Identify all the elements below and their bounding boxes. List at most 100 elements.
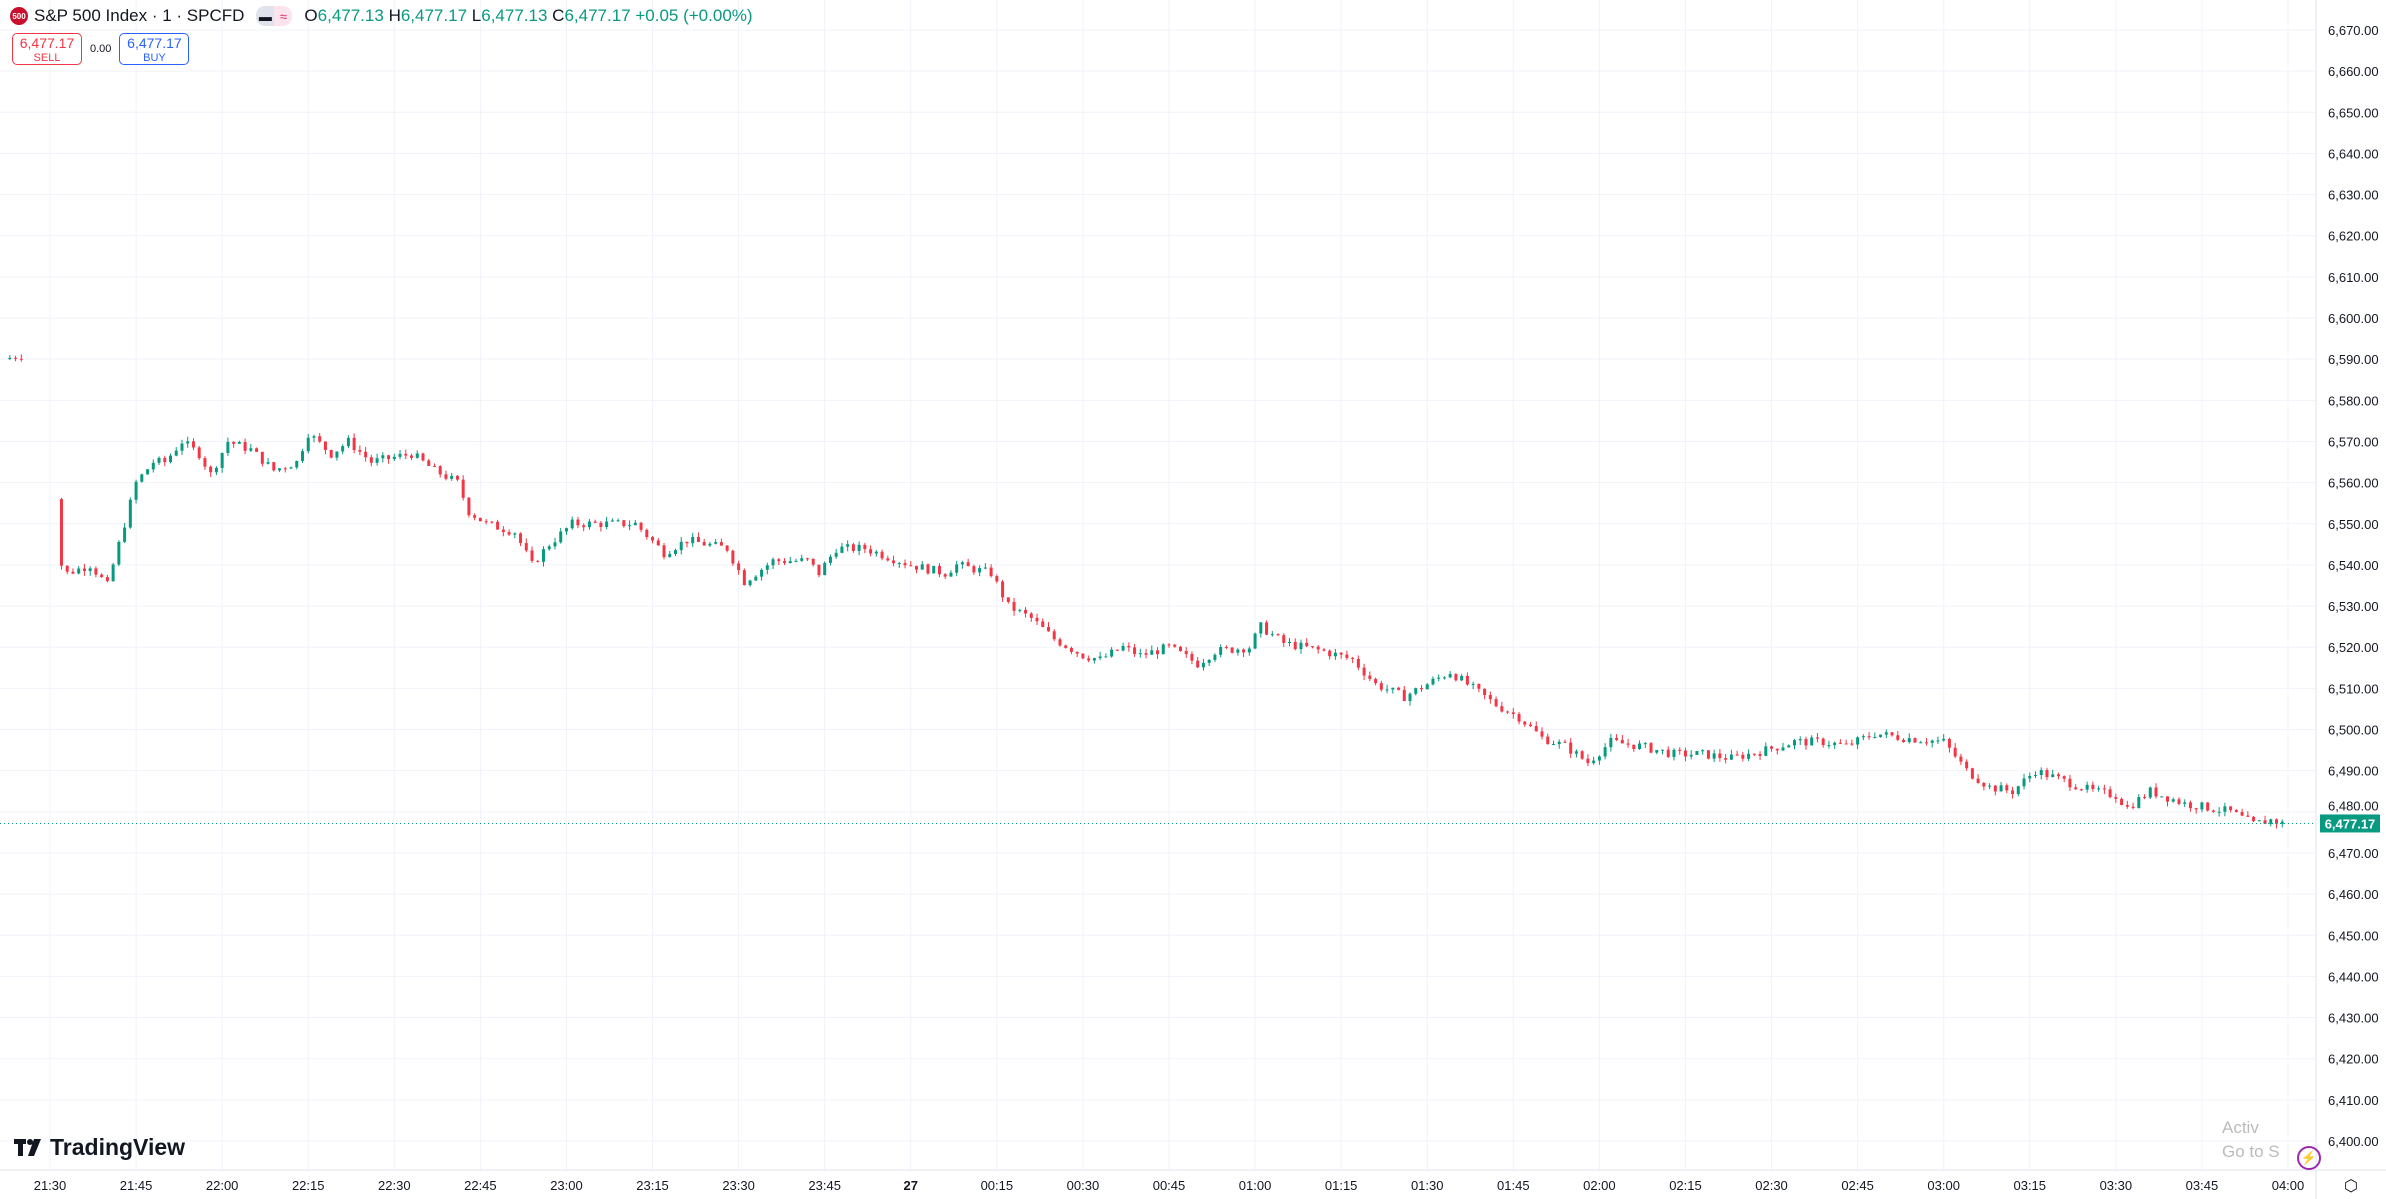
candle-body — [134, 481, 138, 500]
candle-body — [605, 521, 609, 528]
candle-body — [387, 455, 391, 460]
buy-button[interactable]: 6,477.17 BUY — [119, 33, 190, 65]
candle-body — [163, 457, 167, 463]
candle-body — [197, 447, 201, 459]
candle-body — [146, 469, 150, 475]
candle-body — [995, 576, 999, 582]
candle-body — [1236, 649, 1240, 653]
candle-body — [295, 460, 299, 468]
settings-icon[interactable]: ⬡ — [2344, 1178, 2358, 1195]
candle-body — [1735, 754, 1739, 756]
candle-body — [2131, 806, 2135, 808]
candle-body — [1081, 653, 1085, 659]
candle-body — [1201, 662, 1205, 668]
lightning-icon[interactable]: ⚡ — [2297, 1146, 2321, 1170]
candle-body — [978, 568, 982, 573]
candle-body — [2240, 812, 2244, 816]
candle-body — [1551, 744, 1555, 746]
sell-button[interactable]: 6,477.17 SELL — [12, 33, 82, 65]
activation-watermark: Activ Go to S — [2222, 1118, 2280, 1161]
x-tick-label: 21:30 — [34, 1178, 67, 1193]
candle-body — [1586, 758, 1590, 764]
candle-body — [2005, 785, 2009, 791]
candle-body — [599, 522, 603, 528]
candle-body — [2143, 797, 2147, 799]
candle-body — [478, 517, 482, 522]
candle-body — [2234, 810, 2238, 813]
candle-body — [582, 525, 586, 528]
candle-body — [955, 564, 959, 573]
candle-body — [783, 561, 787, 564]
candle-body — [673, 550, 677, 554]
candle-body — [1259, 622, 1263, 634]
legend-toggle[interactable]: ▬ ≈ — [256, 6, 293, 26]
candle-body — [1339, 652, 1343, 655]
candle-body — [1397, 687, 1401, 690]
candle-body — [427, 460, 431, 466]
candle-body — [209, 466, 213, 473]
candle-body — [1167, 644, 1171, 646]
candle-body — [283, 468, 287, 470]
candle-body — [1196, 660, 1200, 668]
candle-body — [1718, 753, 1722, 759]
candle-body — [765, 565, 769, 570]
candle-body — [1006, 597, 1010, 603]
candle-body — [111, 564, 115, 582]
candle-body — [1896, 735, 1900, 740]
candle-body — [760, 569, 764, 577]
candle-body — [404, 453, 408, 456]
candle-body — [398, 453, 402, 457]
candle-body — [1873, 736, 1877, 738]
candle-body — [1465, 675, 1469, 685]
candle-body — [2148, 787, 2152, 798]
candle-body — [748, 580, 752, 586]
candle-body — [685, 541, 689, 544]
candle-body — [846, 544, 850, 547]
candle-body — [1018, 609, 1022, 611]
y-tick-label: 6,580.00 — [2328, 393, 2379, 408]
candle-body — [105, 577, 109, 582]
trade-panel: 6,477.17 SELL 0.00 6,477.17 BUY — [12, 33, 190, 65]
candle-body — [260, 451, 264, 464]
candle-body — [2229, 806, 2233, 811]
y-tick-label: 6,570.00 — [2328, 434, 2379, 449]
candle-body — [2102, 788, 2106, 790]
x-tick-label: 02:45 — [1841, 1178, 1874, 1193]
tradingview-logo[interactable]: TradingView — [14, 1134, 185, 1161]
candle-body — [1144, 653, 1148, 655]
y-tick-label: 6,590.00 — [2328, 352, 2379, 367]
candle-body — [1615, 737, 1619, 740]
approx-icon[interactable]: ≈ — [274, 6, 293, 26]
candle-body — [203, 458, 207, 467]
candle-body — [1402, 689, 1406, 701]
candle-body — [1138, 653, 1142, 655]
minus-icon[interactable]: ▬ — [256, 6, 275, 26]
candle-body — [1557, 741, 1561, 745]
candle-body — [1121, 645, 1125, 651]
candle-body — [1316, 646, 1320, 650]
candle-body — [82, 568, 86, 572]
candle-body — [542, 549, 546, 562]
candle-body — [1178, 646, 1182, 652]
candle-body — [1374, 678, 1378, 684]
candle-body — [2022, 778, 2026, 787]
candle-body — [519, 533, 523, 544]
candle-body — [1477, 683, 1481, 689]
symbol-title[interactable]: S&P 500 Index · 1 · SPCFD — [34, 6, 245, 25]
candle-body — [1666, 749, 1670, 757]
x-tick-label: 22:15 — [292, 1178, 325, 1193]
candle-body — [564, 528, 568, 532]
candle-body — [1046, 627, 1050, 632]
candle-body — [237, 442, 241, 444]
candle-body — [547, 546, 551, 550]
y-tick-label: 6,610.00 — [2328, 270, 2379, 285]
candle-body — [1632, 744, 1636, 750]
candle-body — [1299, 642, 1303, 650]
candle-body — [2039, 770, 2043, 776]
candle-body — [920, 564, 924, 570]
candle-body — [639, 522, 643, 530]
candle-body — [1661, 749, 1665, 751]
candle-body — [2091, 784, 2095, 789]
candle-body — [1729, 754, 1733, 760]
